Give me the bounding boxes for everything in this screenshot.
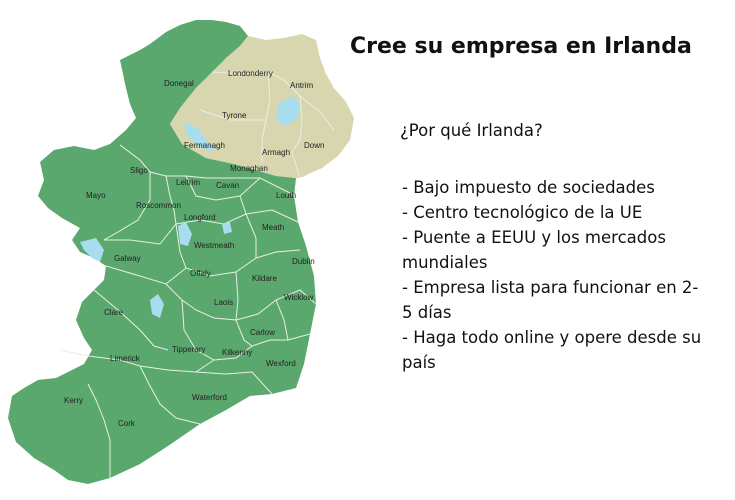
lough-derg	[150, 294, 164, 318]
lough-erne	[184, 122, 216, 152]
label-londonderry: Londonderry	[228, 69, 273, 78]
northern-ireland-area	[170, 34, 354, 178]
reason-item: - Haga todo online y opere desde su país	[402, 328, 702, 372]
label-cork: Cork	[118, 419, 136, 428]
ireland-county-map: Donegal Londonderry Antrim Tyrone Ferman…	[8, 20, 354, 484]
label-sligo: Sligo	[130, 166, 148, 175]
lakes	[80, 96, 300, 318]
label-meath: Meath	[262, 223, 284, 232]
lough-ree	[178, 222, 192, 246]
county-labels: Donegal Londonderry Antrim Tyrone Ferman…	[64, 69, 324, 428]
label-offaly: Offaly	[190, 269, 211, 278]
label-mayo: Mayo	[86, 191, 106, 200]
county-borders	[59, 71, 335, 478]
page-title: Cree su empresa en Irlanda	[350, 34, 692, 59]
label-roscommon: Roscommon	[136, 201, 181, 210]
reason-item: - Bajo impuesto de sociedades	[402, 178, 655, 197]
label-clare: Clare	[104, 308, 124, 317]
label-armagh: Armagh	[262, 148, 290, 157]
label-dublin: Dublin	[292, 257, 315, 266]
label-tipperary: Tipperary	[172, 345, 206, 354]
label-kilkenny: Kilkenny	[222, 348, 252, 357]
why-ireland-heading: ¿Por qué Irlanda?	[400, 121, 543, 140]
label-wexford: Wexford	[266, 359, 296, 368]
label-down: Down	[304, 141, 324, 150]
label-carlow: Carlow	[250, 328, 275, 337]
label-tyrone: Tyrone	[222, 111, 247, 120]
label-wicklow: Wicklow	[284, 293, 314, 302]
label-kildare: Kildare	[252, 274, 277, 283]
lough-sheelin	[222, 222, 232, 234]
label-waterford: Waterford	[192, 393, 227, 402]
label-fermanagh: Fermanagh	[184, 141, 225, 150]
lough-neagh	[276, 96, 300, 126]
label-cavan: Cavan	[216, 181, 239, 190]
label-monaghan: Monaghan	[230, 164, 268, 173]
label-limerick: Limerick	[110, 354, 141, 363]
label-louth: Louth	[276, 191, 296, 200]
label-donegal: Donegal	[164, 79, 194, 88]
label-galway: Galway	[114, 254, 141, 263]
lough-corrib	[80, 238, 104, 262]
label-longford: Longford	[184, 213, 216, 222]
label-kerry: Kerry	[64, 396, 83, 405]
label-laois: Laois	[214, 298, 233, 307]
reason-item: - Puente a EEUU y los mercados mundiales	[402, 228, 666, 272]
reason-item: - Centro tecnológico de la UE	[402, 203, 643, 222]
label-leitrim: Leitrim	[176, 178, 200, 187]
reason-item: - Empresa lista para funcionar en 2-5 dí…	[402, 278, 699, 322]
republic-of-ireland-area	[8, 20, 316, 484]
label-antrim: Antrim	[290, 81, 313, 90]
label-westmeath: Westmeath	[194, 241, 234, 250]
reasons-list: - Bajo impuesto de sociedades - Centro t…	[402, 175, 702, 375]
